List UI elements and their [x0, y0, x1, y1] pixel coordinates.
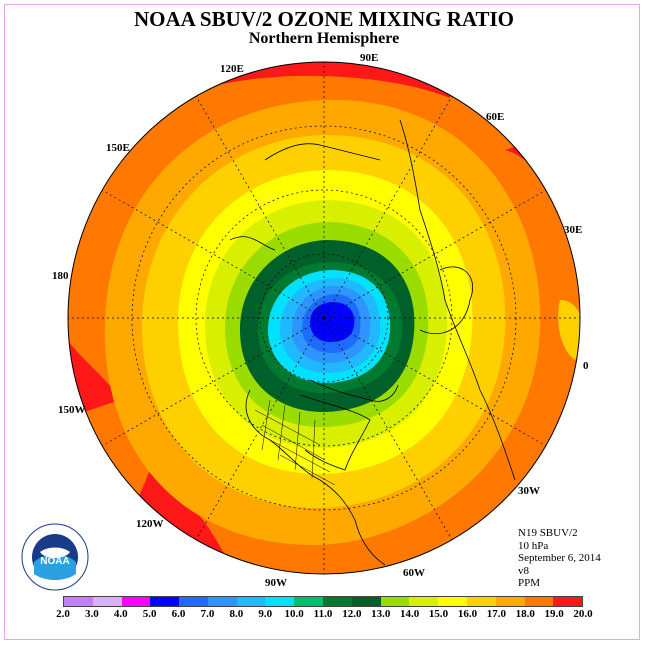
figure-title: NOAA SBUV/2 OZONE MIXING RATIO — [134, 7, 514, 31]
colorbar-tick-label: 17.0 — [486, 608, 506, 620]
colorbar-swatch — [524, 597, 554, 606]
colorbar-tick-label: 12.0 — [342, 608, 362, 620]
pressure-level-label: 10 hPa — [518, 539, 549, 552]
colorbar-tick-label: 18.0 — [515, 608, 535, 620]
units-label: PPM — [518, 577, 541, 589]
colorbar-swatch — [351, 597, 381, 606]
colorbar-swatch — [150, 597, 180, 606]
coastline-outlines — [229, 119, 516, 566]
graticule — [68, 62, 580, 574]
colorbar-tick-label: 8.0 — [229, 608, 244, 620]
figure-frame — [4, 4, 640, 640]
colorbar-tick-label: 3.0 — [85, 608, 99, 620]
lon-label-30w: 30W — [518, 485, 540, 497]
logo-text: NOAA — [40, 556, 69, 567]
lon-label-90e: 90E — [360, 52, 378, 64]
lon-label-30e: 30E — [564, 224, 582, 236]
colorbar-swatch — [466, 597, 496, 606]
colorbar-tick-label: 16.0 — [457, 608, 478, 620]
colorbar-swatch — [380, 597, 410, 606]
colorbar-tick-label: 2.0 — [56, 608, 70, 620]
lon-label-90w: 90W — [265, 577, 287, 589]
lon-label-180: 180 — [52, 270, 69, 282]
colorbar-swatch — [323, 597, 352, 606]
colorbar-tick-label: 9.0 — [258, 608, 273, 620]
lon-label-60e: 60E — [486, 111, 504, 123]
figure-subtitle: Northern Hemisphere — [248, 30, 400, 47]
colorbar-tick-label: 11.0 — [313, 608, 333, 620]
colorbar-tick-label: 10.0 — [284, 608, 304, 620]
lon-label-120w: 120W — [136, 518, 164, 530]
lon-label-150e: 150E — [106, 142, 130, 154]
colorbar-tick-label: 19.0 — [544, 608, 564, 620]
lon-label-120e: 120E — [220, 63, 244, 75]
lon-label-150w: 150W — [58, 404, 86, 416]
map-boundary — [67, 61, 581, 575]
colorbar — [63, 596, 583, 607]
colorbar-swatch — [553, 597, 583, 606]
colorbar-swatch — [409, 597, 439, 606]
noaa-logo: NOAA — [21, 523, 89, 591]
version-label: v8 — [518, 564, 529, 577]
date-label: September 6, 2014 — [518, 552, 601, 564]
colorbar-tick-label: 7.0 — [200, 608, 215, 620]
colorbar-swatch — [294, 597, 324, 606]
colorbar-tick-label: 20.0 — [573, 608, 593, 620]
colorbar-swatch — [265, 597, 295, 606]
colorbar-swatch — [236, 597, 266, 606]
colorbar-swatch — [121, 597, 151, 606]
colorbar-swatch — [495, 597, 525, 606]
ozone-contour-fill — [68, 62, 580, 574]
colorbar-swatch — [92, 597, 122, 606]
colorbar-ticks: 2.0 3.0 4.0 5.0 6.0 7.0 8.0 9.0 10.0 11.0 12.0 13.0… — [56, 608, 593, 622]
colorbar-tick-label: 14.0 — [400, 608, 420, 620]
colorbar-swatch — [438, 597, 467, 606]
colorbar-tick-label: 6.0 — [171, 608, 186, 620]
colorbar-tick-label: 13.0 — [371, 608, 391, 620]
colorbar-swatch — [179, 597, 208, 606]
colorbar-swatch — [64, 597, 93, 606]
colorbar-tick-label: 15.0 — [428, 608, 449, 620]
colorbar-swatch — [207, 597, 237, 606]
lon-label-0: 0 — [583, 360, 589, 372]
lon-label-60w: 60W — [403, 567, 425, 579]
colorbar-tick-label: 5.0 — [142, 608, 157, 620]
instrument-label: N19 SBUV/2 — [518, 527, 578, 539]
info-block: N19 SBUV/2 10 hPa September 6, 2014 v8 P… — [518, 527, 601, 590]
colorbar-tick-label: 4.0 — [113, 608, 128, 620]
